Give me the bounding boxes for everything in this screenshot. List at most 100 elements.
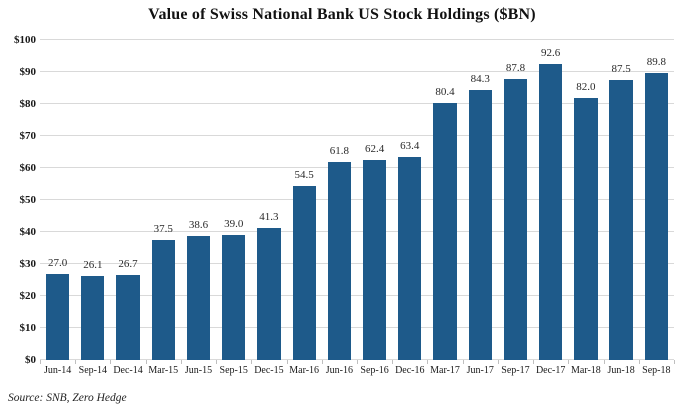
bar-slot: 61.8 Jun-16 <box>322 40 357 376</box>
x-axis-label: Mar-15 <box>148 365 179 376</box>
bar <box>257 227 281 360</box>
bars-layer: 27.0 Jun-14 26.1 Sep-14 26.7 Dec-14 37.5 Mar-15… <box>40 40 675 376</box>
x-axis-tick <box>674 360 675 364</box>
bar-slot: 92.6 Dec-17 <box>533 40 568 376</box>
gridline <box>40 359 674 360</box>
x-axis-tick <box>427 360 429 364</box>
x-axis-tick <box>321 360 323 364</box>
bar-slot: 84.3 Jun-17 <box>463 40 498 376</box>
x-axis-label: Sep-17 <box>501 365 530 376</box>
plot-area: $0 $10 $20 $30 $40 $50 $60 $70 $80 $90 $100 27.0 Ju… <box>14 34 675 376</box>
bar-slot: 26.7 Dec-14 <box>110 40 145 376</box>
bar <box>539 63 563 360</box>
x-axis-label: Jun-14 <box>44 365 72 376</box>
y-axis-label: $70 <box>19 130 37 142</box>
bar <box>574 97 598 360</box>
bar-value-label: 87.8 <box>505 62 526 75</box>
bar-value-label: 41.3 <box>259 210 279 223</box>
bar-slot: 54.5 Mar-16 <box>287 40 322 376</box>
x-axis-label: Dec-16 <box>395 365 425 376</box>
y-axis-label: $50 <box>19 194 37 206</box>
x-axis-label: Sep-14 <box>78 365 107 376</box>
chart-title: Value of Swiss National Bank US Stock Ho… <box>148 6 536 23</box>
x-axis-tick <box>75 360 77 364</box>
bar-slot: 82.0 Mar-18 <box>568 40 603 376</box>
bar-value-label: 92.6 <box>541 46 561 59</box>
y-axis-label: $20 <box>19 290 37 302</box>
bar-value-label: 38.6 <box>188 219 209 232</box>
y-axis-label: $80 <box>19 98 37 110</box>
bar <box>151 240 175 360</box>
x-axis-label: Jun-18 <box>607 365 635 376</box>
bar-slot: 87.8 Sep-17 <box>498 40 533 376</box>
gridline <box>40 231 674 232</box>
x-axis-tick <box>251 360 253 364</box>
bar-value-label: 80.4 <box>435 85 455 98</box>
bar-slot: 87.5 Jun-18 <box>604 40 639 376</box>
gridline <box>40 167 674 168</box>
x-axis-label: Sep-15 <box>219 365 248 376</box>
x-axis-tick <box>216 360 218 364</box>
bar-value-label: 27.0 <box>47 256 68 269</box>
x-axis-tick <box>533 360 535 364</box>
x-axis-tick <box>603 360 605 364</box>
x-axis-label: Dec-17 <box>535 365 566 376</box>
gridline <box>40 71 674 72</box>
bar-slot: 39.0 Sep-15 <box>216 40 251 376</box>
x-axis-label: Mar-16 <box>289 365 320 376</box>
bar <box>81 276 105 360</box>
bar <box>222 235 246 360</box>
bar-value-label: 84.3 <box>470 73 490 86</box>
x-axis-label: Jun-16 <box>325 365 353 376</box>
bar-value-label: 54.5 <box>294 168 314 181</box>
y-axis-label: $10 <box>19 322 37 334</box>
bar-slot: 37.5 Mar-15 <box>146 40 181 376</box>
x-axis-label: Mar-18 <box>571 365 601 376</box>
y-axis-label: $0 <box>25 354 36 366</box>
x-axis-tick <box>357 360 358 364</box>
x-axis-tick <box>568 360 570 364</box>
y-axis-label: $60 <box>19 162 37 174</box>
bar <box>186 236 211 360</box>
bar <box>45 273 70 360</box>
x-axis-label: Jun-15 <box>184 365 213 376</box>
bar-slot: 63.4 Dec-16 <box>392 40 427 376</box>
x-axis-label: Jun-17 <box>466 365 494 376</box>
bar <box>644 72 668 360</box>
bar <box>433 102 457 360</box>
x-axis-label: Dec-14 <box>113 365 143 376</box>
bar-slot: 62.4 Sep-16 <box>357 40 392 376</box>
x-axis-tick <box>638 360 640 364</box>
bar <box>609 80 633 360</box>
bar-slot: 38.6 Jun-15 <box>181 40 216 376</box>
bar <box>398 157 422 360</box>
bar-value-label: 39.0 <box>224 218 244 231</box>
bar-slot: 89.8 Sep-18 <box>639 40 674 376</box>
gridline <box>40 103 674 104</box>
y-axis-label: $30 <box>19 258 37 270</box>
y-axis-label: $40 <box>19 226 37 238</box>
x-axis-tick <box>286 360 288 364</box>
bar <box>327 162 351 360</box>
y-axis-label: $90 <box>19 66 37 78</box>
bar <box>292 185 316 360</box>
x-axis-tick <box>392 360 394 364</box>
bar-value-label: 89.8 <box>646 55 666 68</box>
x-axis-label: Mar-17 <box>430 365 460 376</box>
bar-slot: 41.3 Dec-15 <box>251 40 286 376</box>
bar <box>503 79 528 360</box>
x-axis-tick <box>145 360 147 364</box>
bar-value-label: 62.4 <box>364 143 385 156</box>
x-axis-tick <box>497 360 499 364</box>
bar-value-label: 61.8 <box>329 145 349 158</box>
bar-value-label: 26.1 <box>83 259 103 272</box>
x-axis-label: Sep-18 <box>642 365 671 376</box>
bar <box>362 160 387 360</box>
bar-slot: 80.4 Mar-17 <box>427 40 462 376</box>
source-note: Source: SNB, Zero Hedge <box>8 392 127 404</box>
gridline <box>40 135 674 136</box>
x-axis-tick <box>462 360 464 364</box>
bar-value-label: 82.0 <box>576 80 596 93</box>
gridline <box>40 327 674 328</box>
